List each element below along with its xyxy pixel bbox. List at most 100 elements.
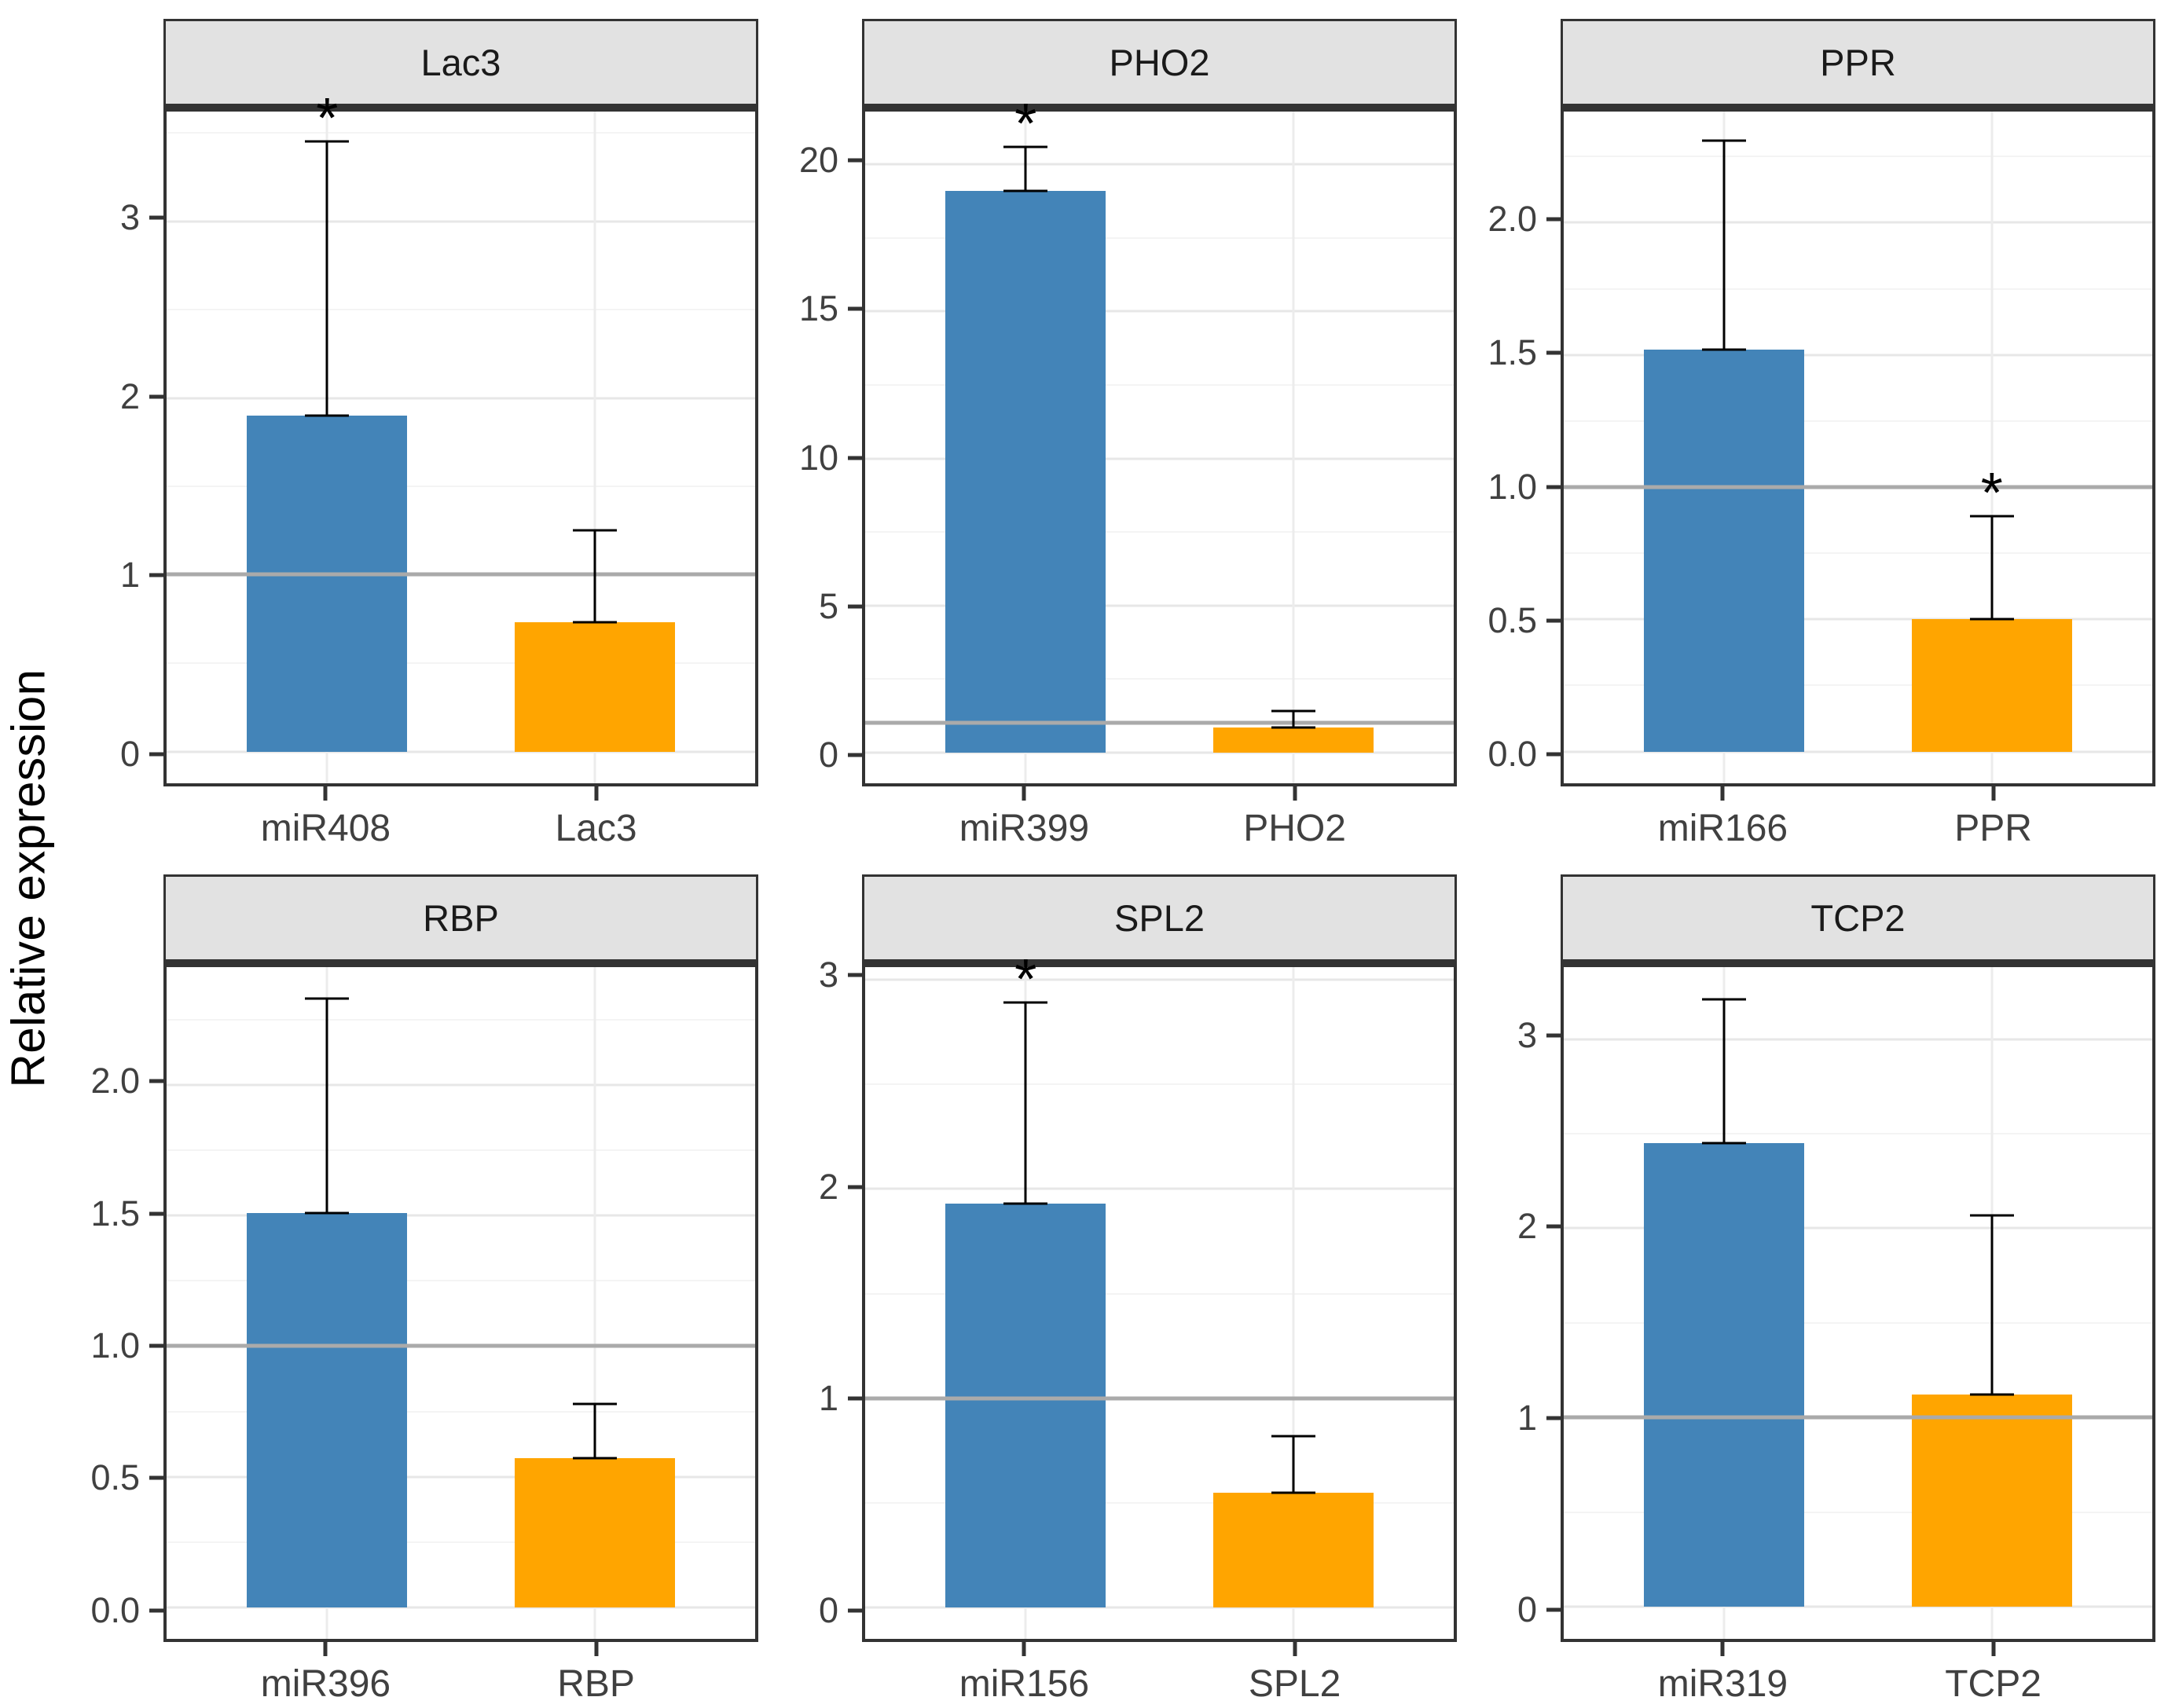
gridline-major	[1564, 1038, 2152, 1041]
y-tick-label: 20	[798, 140, 838, 181]
y-tick-label: 3	[818, 955, 838, 995]
gridline-minor	[1564, 420, 2152, 422]
y-tick-label: 1.5	[1488, 332, 1537, 373]
panel-strip: SPL2	[862, 874, 1457, 962]
gridline-minor	[167, 486, 755, 487]
y-tick-mark	[1546, 217, 1561, 222]
y-tick-label: 2	[119, 376, 140, 416]
plot-area: *	[1561, 107, 2155, 786]
error-bar-cap-top	[1271, 709, 1315, 713]
y-tick-label: 0	[119, 734, 140, 775]
panel-strip: RBP	[163, 874, 758, 962]
facet-panel-ppr: PPR 0.0 0.5 1.0 1.5 2.0 * miR166 PPR	[1473, 19, 2155, 854]
y-tick-mark	[848, 158, 862, 163]
y-tick-label: 0.0	[90, 1589, 140, 1630]
gridline-major	[1564, 618, 2152, 621]
gridline-major	[167, 220, 755, 222]
gridline-minor	[167, 309, 755, 310]
y-tick-mark	[149, 1475, 163, 1480]
y-tick-label: 15	[798, 288, 838, 329]
y-tick-mark	[1546, 350, 1561, 355]
y-tick-mark	[149, 573, 163, 577]
error-bar-mir319	[1722, 999, 1726, 1143]
error-bar-cap-top	[1271, 1435, 1315, 1438]
reference-line	[1564, 485, 2152, 489]
x-axis: miR396 RBP	[163, 1642, 758, 1708]
y-tick-label: 0	[818, 735, 838, 775]
y-tick-label: 1	[119, 555, 140, 596]
error-bar-tcp2	[1990, 1215, 1994, 1395]
reference-line	[167, 1343, 755, 1348]
gridline-minor	[865, 1501, 1454, 1504]
error-bar-mir408	[325, 141, 328, 416]
x-tick-label: Lac3	[555, 808, 637, 849]
y-tick-label: 0.5	[1488, 599, 1537, 640]
y-axis: 0.0 0.5 1.0 1.5 2.0	[75, 962, 163, 1642]
error-bar-mir396	[325, 998, 328, 1213]
gridline-minor	[167, 1018, 755, 1021]
facet-panel-pho2: PHO2 0 5 10 15 20 * miR399 PHO2	[774, 19, 1457, 854]
y-tick-mark	[149, 1079, 163, 1083]
y-axis: 0 1 2 3	[75, 107, 163, 786]
y-tick-mark	[149, 215, 163, 220]
y-tick-mark	[1546, 752, 1561, 757]
x-tick-mark	[323, 786, 328, 801]
y-tick-mark	[1546, 1224, 1561, 1229]
error-bar-cap-bottom	[305, 414, 350, 417]
gridline-major	[865, 163, 1454, 166]
strip-title: PHO2	[1109, 42, 1210, 83]
error-bar-cap-bottom	[1003, 189, 1048, 192]
significance-asterisk: *	[316, 87, 339, 151]
gridline-major	[1564, 1605, 2152, 1608]
error-bar-ppr	[1990, 516, 1994, 620]
error-bar-cap-top	[572, 529, 617, 532]
gridline-major	[865, 978, 1454, 981]
plot-area	[1561, 962, 2155, 1642]
gridline-minor	[865, 236, 1454, 239]
x-tick-label: PHO2	[1243, 808, 1346, 849]
y-tick-label: 3	[119, 197, 140, 238]
y-axis: 0.0 0.5 1.0 1.5 2.0	[1473, 107, 1561, 786]
y-tick-label: 0.0	[1488, 734, 1537, 775]
error-bar-cap-top	[1969, 515, 2014, 518]
y-axis: 0 5 10 15 20	[774, 107, 862, 786]
error-bar-cap-bottom	[1702, 348, 1747, 351]
x-tick-label: miR396	[260, 1663, 391, 1705]
gridline-minor	[1564, 684, 2152, 687]
y-tick-label: 1	[818, 1378, 838, 1419]
y-tick-label: 10	[798, 437, 838, 478]
plot-area: *	[862, 951, 1457, 1642]
error-bar-cap-top	[1702, 139, 1747, 142]
bar-spl2	[1212, 1492, 1374, 1608]
gridline-major	[865, 1606, 1454, 1609]
x-axis: miR319 TCP2	[1561, 1642, 2155, 1708]
panel-strip: PHO2	[862, 19, 1457, 107]
gridline-minor	[1564, 552, 2152, 555]
strip-title: RBP	[423, 897, 499, 939]
y-tick-label: 1.0	[1488, 466, 1537, 507]
x-tick-label: PPR	[1954, 808, 2032, 849]
y-tick-label: 0.5	[90, 1457, 140, 1498]
significance-asterisk: *	[1014, 92, 1037, 156]
y-tick-label: 2	[1517, 1206, 1537, 1247]
gridline-major	[865, 310, 1454, 313]
gridline-vertical	[1292, 112, 1295, 783]
y-tick-label: 2	[818, 1166, 838, 1207]
y-tick-mark	[149, 752, 163, 757]
panel-strip: Lac3	[163, 19, 758, 107]
error-bar-rbp	[593, 1403, 596, 1459]
y-tick-mark	[149, 1608, 163, 1613]
y-tick-mark	[1546, 485, 1561, 489]
error-bar-pho2	[1292, 711, 1295, 728]
x-tick-mark	[1022, 1642, 1026, 1656]
error-bar-cap-top	[305, 140, 350, 143]
bar-tcp2	[1911, 1395, 2072, 1607]
x-tick-mark	[1720, 786, 1725, 801]
plot-area: *	[862, 96, 1457, 786]
x-tick-mark	[1022, 786, 1026, 801]
error-bar-cap-bottom	[572, 1457, 617, 1460]
error-bar-cap-bottom	[572, 621, 617, 624]
gridline-major	[167, 397, 755, 399]
error-bar-cap-top	[1702, 998, 1747, 1001]
gridline-major	[167, 750, 755, 753]
